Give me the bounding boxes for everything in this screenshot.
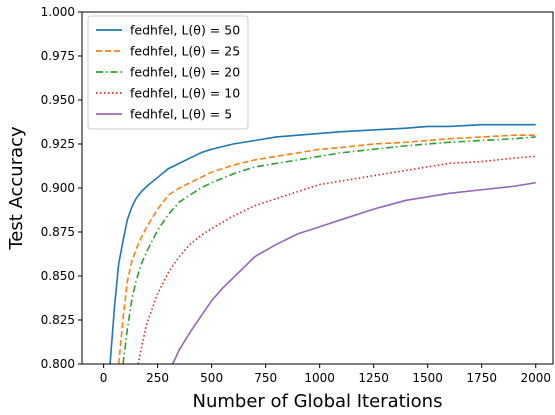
x-tick-label: 1500 (412, 371, 443, 385)
x-tick-label: 750 (254, 371, 277, 385)
y-tick-label: 0.900 (41, 181, 75, 195)
y-axis-label: Test Accuracy (6, 126, 27, 251)
y-tick-label: 0.925 (41, 137, 75, 151)
x-axis-label: Number of Global Iterations (193, 391, 443, 412)
y-tick-label: 0.850 (41, 269, 75, 283)
y-tick-label: 0.800 (41, 357, 75, 371)
legend-box (87, 15, 249, 130)
y-tick-label: 0.975 (41, 49, 75, 63)
series-line-1 (109, 123, 536, 364)
series-line-3 (122, 136, 536, 364)
series-line-4 (137, 155, 536, 364)
x-tick-label: 1750 (466, 371, 497, 385)
series-layer (109, 123, 536, 364)
x-tick-label: 1000 (304, 371, 335, 385)
y-tick-label: 0.825 (41, 313, 75, 327)
legend-label-5: fedhfel, L(θ) = 5 (130, 107, 232, 122)
x-tick-label: 0 (100, 371, 108, 385)
legend-label-3: fedhfel, L(θ) = 20 (130, 65, 240, 80)
legend: fedhfel, L(θ) = 50 fedhfel, L(θ) = 25 fedh… (87, 15, 249, 130)
legend-label-2: fedhfel, L(θ) = 25 (130, 44, 240, 59)
y-tick-label: 0.950 (41, 93, 75, 107)
x-tick-label: 1250 (358, 371, 389, 385)
y-tick-label: 1.000 (41, 5, 75, 19)
y-tick-label: 0.875 (41, 225, 75, 239)
x-tick-label: 250 (146, 371, 169, 385)
y-axis-ticks: 0.800 0.825 0.850 0.875 0.900 0.925 0.950 0.975… (41, 5, 82, 371)
x-tick-label: 2000 (520, 371, 551, 385)
series-line-2 (117, 134, 536, 364)
series-line-5 (172, 181, 536, 364)
legend-label-4: fedhfel, L(θ) = 10 (130, 86, 240, 101)
x-axis-ticks: 0 250 500 750 1000 1250 1500 1750 2000 (100, 364, 551, 385)
legend-label-1: fedhfel, L(θ) = 50 (130, 23, 240, 38)
x-tick-label: 500 (200, 371, 223, 385)
